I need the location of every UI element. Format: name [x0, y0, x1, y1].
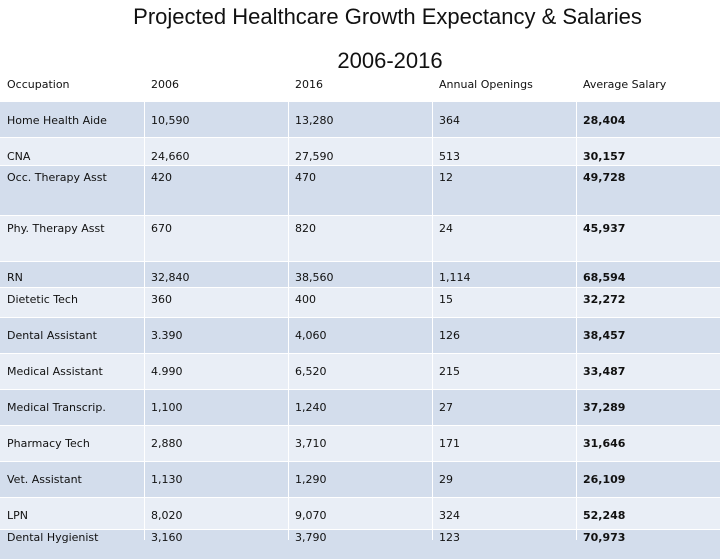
table-cell: 6,520	[295, 365, 327, 378]
table-cell: 215	[439, 365, 460, 378]
table-cell: Medical Transcrip.	[7, 401, 106, 414]
table-cell: 28,404	[583, 114, 626, 127]
table-cell: 13,280	[295, 114, 334, 127]
table-cell: Phy. Therapy Asst	[7, 222, 105, 235]
table-row: Vet. Assistant 1,130 1,290 29 26,109	[0, 462, 720, 497]
table-row: Medical Assistant 4.990 6,520 215 33,487	[0, 354, 720, 389]
table-cell: 12	[439, 171, 453, 184]
table-cell: 70,973	[583, 531, 626, 544]
table-cell: 15	[439, 293, 453, 306]
table-cell: 10,590	[151, 114, 190, 127]
table-cell: 123	[439, 531, 460, 544]
table-row: LPN 8,020 9,070 324 52,248	[0, 498, 720, 529]
header-row: Occupation 2006 2016 Annual Openings Average…	[0, 66, 720, 101]
table-cell: 400	[295, 293, 316, 306]
table-cell: Home Health Aide	[7, 114, 107, 127]
column-divider	[288, 66, 289, 540]
table-cell: 49,728	[583, 171, 626, 184]
table-cell: 4.990	[151, 365, 183, 378]
table-row: RN 32,840 38,560 1,114 68,594	[0, 262, 720, 287]
table-cell: 37,289	[583, 401, 626, 414]
column-divider	[432, 66, 433, 540]
table-row: Medical Transcrip. 1,100 1,240 27 37,289	[0, 390, 720, 425]
table-cell: 324	[439, 509, 460, 522]
table-cell: 33,487	[583, 365, 626, 378]
table-row: CNA 24,660 27,590 513 30,157	[0, 138, 720, 165]
table-cell: Dental Assistant	[7, 329, 97, 342]
table-cell: 68,594	[583, 271, 626, 284]
table-cell: 24,660	[151, 150, 190, 163]
table-row: Pharmacy Tech 2,880 3,710 171 31,646	[0, 426, 720, 461]
table-cell: 3,160	[151, 531, 183, 544]
table-cell: Dietetic Tech	[7, 293, 78, 306]
table-row: Phy. Therapy Asst 670 820 24 45,937	[0, 216, 720, 261]
table-cell: 38,560	[295, 271, 334, 284]
table-cell: 27,590	[295, 150, 334, 163]
table-cell: 9,070	[295, 509, 327, 522]
table-cell: Vet. Assistant	[7, 473, 82, 486]
table-cell: 1,130	[151, 473, 183, 486]
table-cell: 670	[151, 222, 172, 235]
table-cell: 8,020	[151, 509, 183, 522]
subtitle: 2006-2016	[337, 48, 443, 73]
column-header: Annual Openings	[439, 78, 533, 91]
table-cell: 3,790	[295, 531, 327, 544]
table-cell: Pharmacy Tech	[7, 437, 90, 450]
table-cell: 1,114	[439, 271, 471, 284]
table-cell: Medical Assistant	[7, 365, 103, 378]
table-cell: 3,710	[295, 437, 327, 450]
column-divider	[144, 66, 145, 540]
table-row: Dental Hygienist 3,160 3,790 123 70,973	[0, 530, 720, 559]
table-cell: LPN	[7, 509, 28, 522]
table-cell: 32,272	[583, 293, 626, 306]
table-cell: 820	[295, 222, 316, 235]
table-cell: 27	[439, 401, 453, 414]
table-cell: RN	[7, 271, 23, 284]
table-cell: 360	[151, 293, 172, 306]
table-cell: 2,880	[151, 437, 183, 450]
table-cell: 32,840	[151, 271, 190, 284]
table-row: Dental Assistant 3.390 4,060 126 38,457	[0, 318, 720, 353]
table-cell: 1,240	[295, 401, 327, 414]
table-cell: 45,937	[583, 222, 626, 235]
table-row: Home Health Aide 10,590 13,280 364 28,404	[0, 102, 720, 137]
table-cell: 52,248	[583, 509, 626, 522]
table-cell: 30,157	[583, 150, 626, 163]
table-cell: 3.390	[151, 329, 183, 342]
table-cell: 24	[439, 222, 453, 235]
table-cell: Dental Hygienist	[7, 531, 99, 544]
table-cell: Occ. Therapy Asst	[7, 171, 107, 184]
slide: Projected Healthcare Growth Expectancy &…	[0, 4, 720, 559]
table-row: Dietetic Tech 360 400 15 32,272	[0, 288, 720, 317]
table-cell: 364	[439, 114, 460, 127]
table-cell: 171	[439, 437, 460, 450]
column-divider	[576, 66, 577, 540]
table-cell: 470	[295, 171, 316, 184]
column-header: Average Salary	[583, 78, 667, 91]
table-row: Occ. Therapy Asst 420 470 12 49,728	[0, 166, 720, 215]
table-cell: 420	[151, 171, 172, 184]
table-cell: 1,100	[151, 401, 183, 414]
column-header: 2006	[151, 78, 179, 91]
table-cell: 126	[439, 329, 460, 342]
table-cell: 1,290	[295, 473, 327, 486]
table-cell: 4,060	[295, 329, 327, 342]
table-cell: 26,109	[583, 473, 626, 486]
table-cell: 31,646	[583, 437, 626, 450]
table-cell: 513	[439, 150, 460, 163]
table-cell: 38,457	[583, 329, 626, 342]
table-cell: CNA	[7, 150, 31, 163]
column-header: Occupation	[7, 78, 70, 91]
table-cell: 29	[439, 473, 453, 486]
column-header: 2016	[295, 78, 323, 91]
title: Projected Healthcare Growth Expectancy &…	[133, 4, 642, 29]
